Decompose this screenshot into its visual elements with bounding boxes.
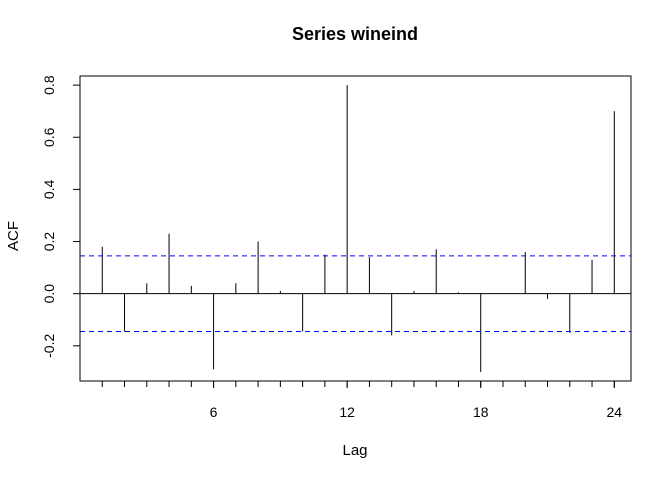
x-axis-label: Lag (342, 442, 367, 459)
y-tick-label-5: 0.8 (41, 75, 57, 95)
y-tick-label-0: -0.2 (41, 334, 57, 358)
confidence-bands (80, 255, 631, 332)
y-tick-label-2: 0.2 (41, 232, 57, 252)
y-axis: -0.2 0.0 0.2 0.4 0.6 0.8 (41, 75, 81, 358)
x-axis: 6 12 18 24 (101, 380, 623, 420)
y-tick-label-4: 0.6 (41, 127, 57, 147)
x-tick-label-18: 18 (473, 404, 489, 420)
plot-frame (79, 75, 632, 382)
x-tick-label-6: 6 (210, 404, 218, 420)
acf-bars (80, 85, 631, 372)
y-tick-label-1: 0.0 (41, 284, 57, 304)
x-tick-label-24: 24 (607, 404, 623, 420)
y-axis-label: ACF (5, 221, 22, 251)
x-tick-label-12: 12 (339, 404, 355, 420)
y-tick-label-3: 0.4 (41, 179, 57, 199)
chart-title: Series wineind (292, 24, 418, 44)
